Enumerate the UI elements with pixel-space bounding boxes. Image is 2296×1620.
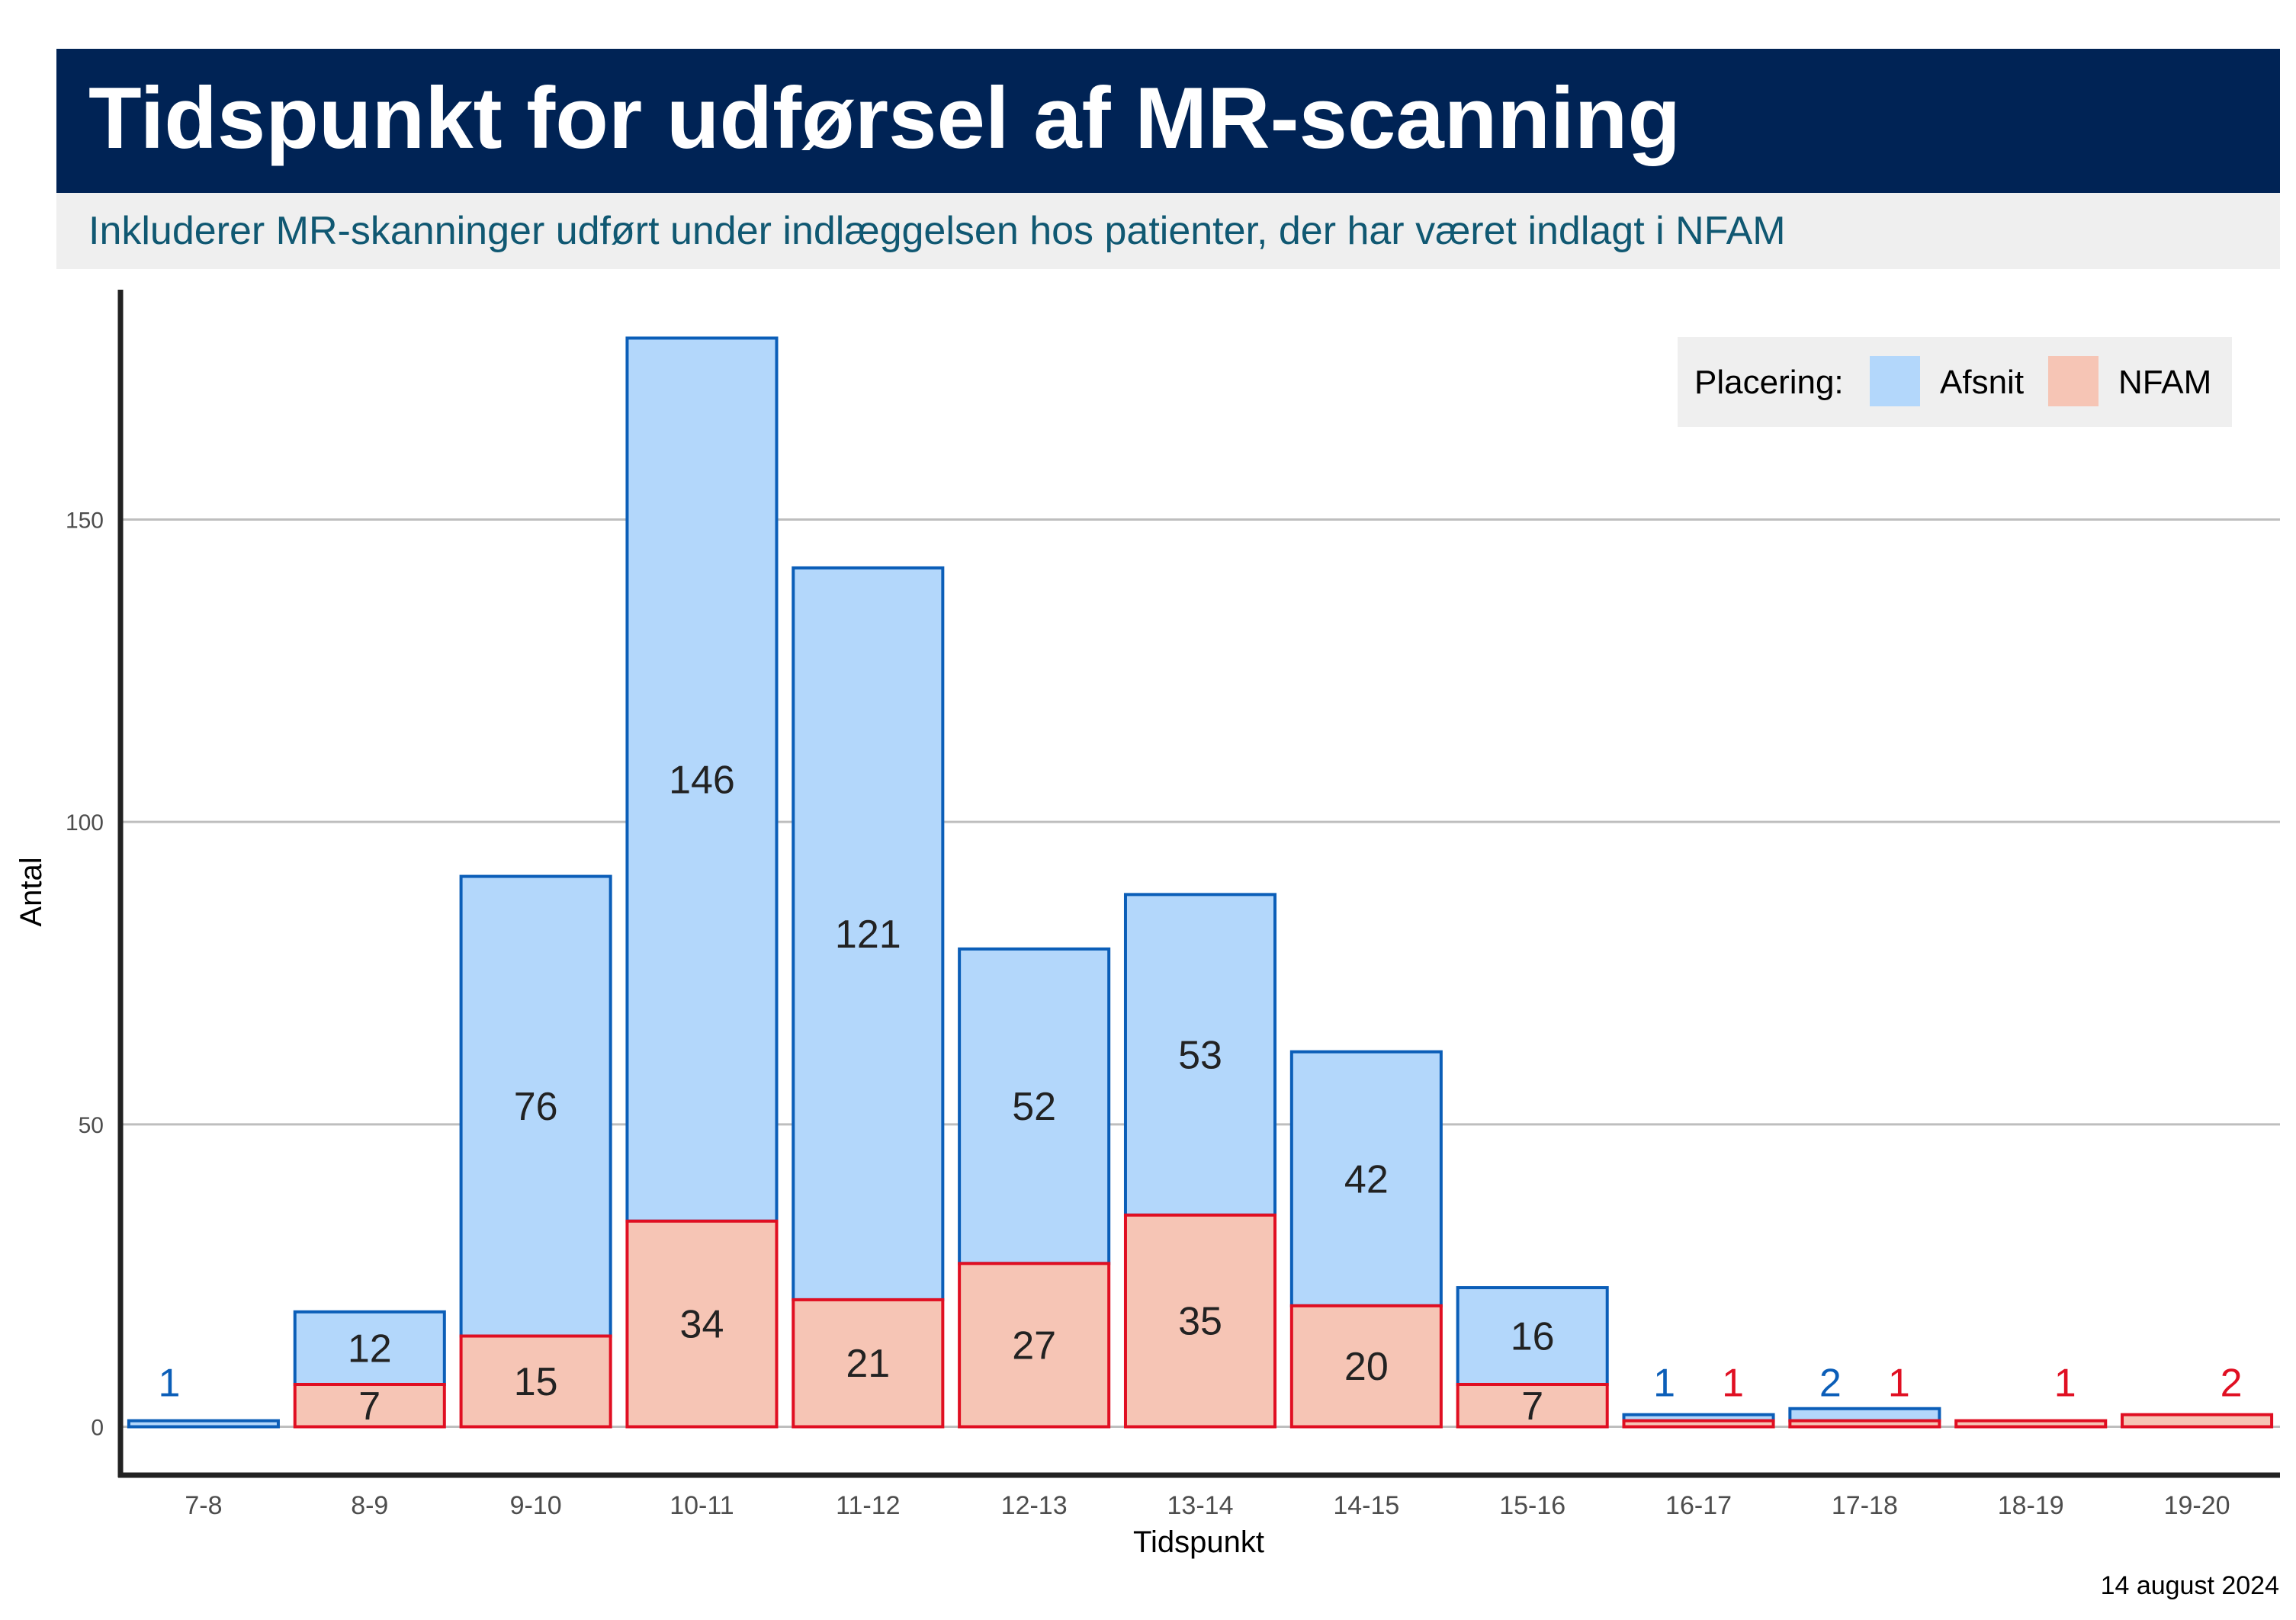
data-label-afsnit: 52 [1012,1085,1056,1129]
x-tick-label: 13-14 [1167,1491,1234,1520]
data-label-afsnit: 42 [1344,1157,1389,1201]
data-label-nfam: 2 [2221,1362,2243,1406]
x-tick-label: 9-10 [510,1491,562,1520]
data-label-afsnit: 121 [835,913,901,957]
legend-swatch-nfam [2048,356,2099,406]
x-axis-title: Tidspunkt [1133,1525,1264,1559]
data-label-nfam: 1 [2054,1362,2076,1406]
x-tick-label: 19-20 [2164,1491,2230,1520]
chart-subtitle: Inkluderer MR-skanninger udført under in… [88,209,1786,253]
legend-label-afsnit: Afsnit [1940,364,2024,401]
x-tick-label: 14-15 [1333,1491,1399,1520]
data-label-afsnit: 1 [158,1362,180,1406]
data-label-nfam: 1 [1888,1362,1910,1406]
bar-nfam-13-14 [1123,1213,1277,1429]
chart-title: Tidspunkt for udførsel af MR-scanning [88,70,1681,167]
data-label-nfam: 34 [680,1303,724,1347]
subtitle-banner: Inkluderer MR-skanninger udført under in… [56,193,2280,269]
bar-nfam-11-12 [792,1298,945,1429]
title-banner: Tidspunkt for udførsel af MR-scanning [56,49,2280,193]
bar-afsnit-7-8 [127,1419,280,1429]
data-label-afsnit: 53 [1178,1034,1222,1078]
bar-afsnit-12-13 [958,947,1111,1266]
data-label-nfam: 1 [1722,1362,1744,1406]
date-stamp: 14 august 2024 [2100,1571,2279,1600]
x-tick-label: 11-12 [836,1491,900,1520]
data-label-nfam: 7 [358,1384,381,1429]
data-label-afsnit: 16 [1511,1315,1555,1359]
data-label-afsnit: 12 [348,1326,392,1371]
data-label-nfam: 27 [1012,1323,1056,1368]
bar-nfam-19-20 [2121,1413,2274,1429]
x-tick-label: 18-19 [1998,1491,2064,1520]
y-tick-label: 150 [66,508,104,533]
bar-afsnit-14-15 [1289,1050,1443,1307]
y-tick-label: 0 [91,1416,104,1441]
bar-afsnit-17-18 [1788,1407,1941,1423]
data-label-nfam: 20 [1344,1345,1389,1389]
bar-nfam-15-16 [1456,1382,1609,1429]
data-label-nfam: 15 [514,1360,558,1404]
y-axis-title: Antal [14,857,48,926]
bar-afsnit-11-12 [792,566,945,1301]
legend-title: Placering: [1694,364,1844,401]
data-label-nfam: 21 [846,1342,890,1386]
bar-afsnit-10-11 [625,336,779,1223]
data-label-afsnit: 146 [669,759,735,803]
x-tick-label: 7-8 [185,1491,222,1520]
bar-nfam-10-11 [625,1219,779,1429]
x-tick-label: 12-13 [1001,1491,1068,1520]
bar-nfam-18-19 [1954,1419,2108,1429]
bar-nfam-17-18 [1788,1419,1941,1429]
bar-nfam-14-15 [1289,1304,1443,1429]
y-tick-label: 100 [66,810,104,836]
bar-afsnit-15-16 [1456,1286,1609,1386]
x-tick-label: 8-9 [351,1491,388,1520]
bar-nfam-16-17 [1622,1419,1775,1429]
legend-box [1678,337,2232,427]
data-label-afsnit: 2 [1819,1362,1842,1406]
x-tick-label: 15-16 [1499,1491,1565,1520]
x-tick-label: 10-11 [670,1491,734,1520]
bar-afsnit-13-14 [1123,893,1277,1217]
legend-label-nfam: NFAM [2118,364,2211,401]
data-label-nfam: 7 [1521,1384,1543,1429]
legend-swatch-afsnit [1870,356,1920,406]
bar-nfam-12-13 [958,1262,1111,1429]
bar-nfam-9-10 [459,1334,612,1429]
x-tick-label: 17-18 [1832,1491,1898,1520]
y-tick-label: 50 [79,1113,104,1138]
data-label-nfam: 35 [1178,1300,1222,1344]
data-label-afsnit: 76 [514,1085,558,1129]
bar-nfam-8-9 [293,1382,446,1429]
data-label-afsnit: 1 [1653,1362,1675,1406]
x-tick-label: 16-17 [1665,1491,1732,1520]
